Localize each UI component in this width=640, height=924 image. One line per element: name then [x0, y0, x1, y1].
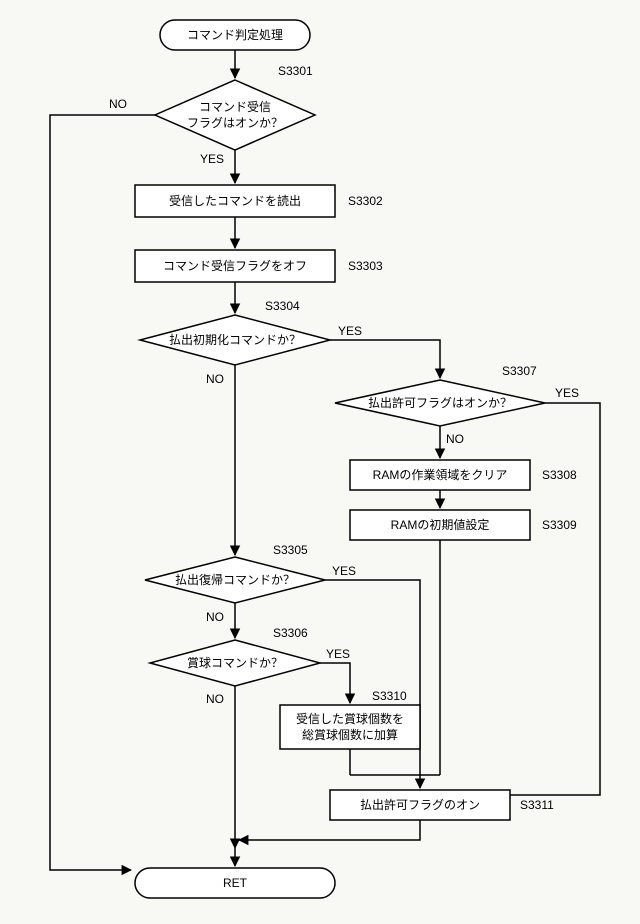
branch-label: NO — [206, 692, 224, 706]
branch-label: YES — [338, 324, 362, 338]
process-label: RAMの初期値設定 — [391, 517, 490, 532]
process-label: コマンド受信フラグをオフ — [163, 259, 307, 273]
edge-yes — [320, 663, 350, 703]
decision-s3301 — [155, 80, 315, 150]
step-id: S3303 — [348, 259, 383, 273]
process-label: 払出許可フラグのオン — [360, 798, 480, 812]
decision-label: 払出初期化コマンドか？ — [169, 333, 301, 347]
step-id: S3309 — [542, 518, 577, 532]
branch-label: NO — [109, 97, 127, 111]
step-id: S3306 — [273, 626, 308, 640]
decision-label: 払出許可フラグはオンか？ — [368, 396, 512, 410]
decision-label: 払出復帰コマンドか？ — [175, 572, 295, 587]
branch-label: YES — [200, 152, 224, 166]
process-label: 総賞球個数に加算 — [302, 727, 398, 742]
step-id: S3310 — [372, 689, 407, 703]
step-id: S3304 — [265, 299, 300, 313]
step-id: S3302 — [348, 194, 383, 208]
decision-label: コマンド受信 — [199, 100, 271, 114]
step-id: S3307 — [502, 364, 537, 378]
step-id: S3311 — [520, 798, 554, 812]
flowchart-canvas: コマンド判定処理 S3301 コマンド受信 フラグはオンか？ NO YES 受信… — [0, 0, 640, 924]
branch-label: YES — [332, 564, 356, 578]
step-id: S3308 — [542, 468, 577, 482]
process-label: 受信したコマンドを読出 — [169, 193, 301, 208]
process-label: RAMの作業領域をクリア — [373, 467, 508, 482]
branch-label: NO — [446, 432, 464, 446]
end-label: RET — [223, 876, 248, 890]
step-id: S3301 — [278, 64, 313, 78]
edge-no — [50, 115, 155, 870]
process-label: 受信した賞球個数を — [296, 711, 404, 726]
start-label: コマンド判定処理 — [187, 27, 283, 42]
decision-label: 賞球コマンドか？ — [187, 656, 283, 670]
step-id: S3305 — [273, 543, 308, 557]
branch-label: NO — [206, 610, 224, 624]
edge — [239, 820, 420, 840]
decision-label: フラグはオンか？ — [187, 116, 283, 130]
branch-label: NO — [206, 372, 224, 386]
branch-label: YES — [555, 386, 579, 400]
edge-yes — [330, 340, 440, 378]
branch-label: YES — [326, 647, 350, 661]
